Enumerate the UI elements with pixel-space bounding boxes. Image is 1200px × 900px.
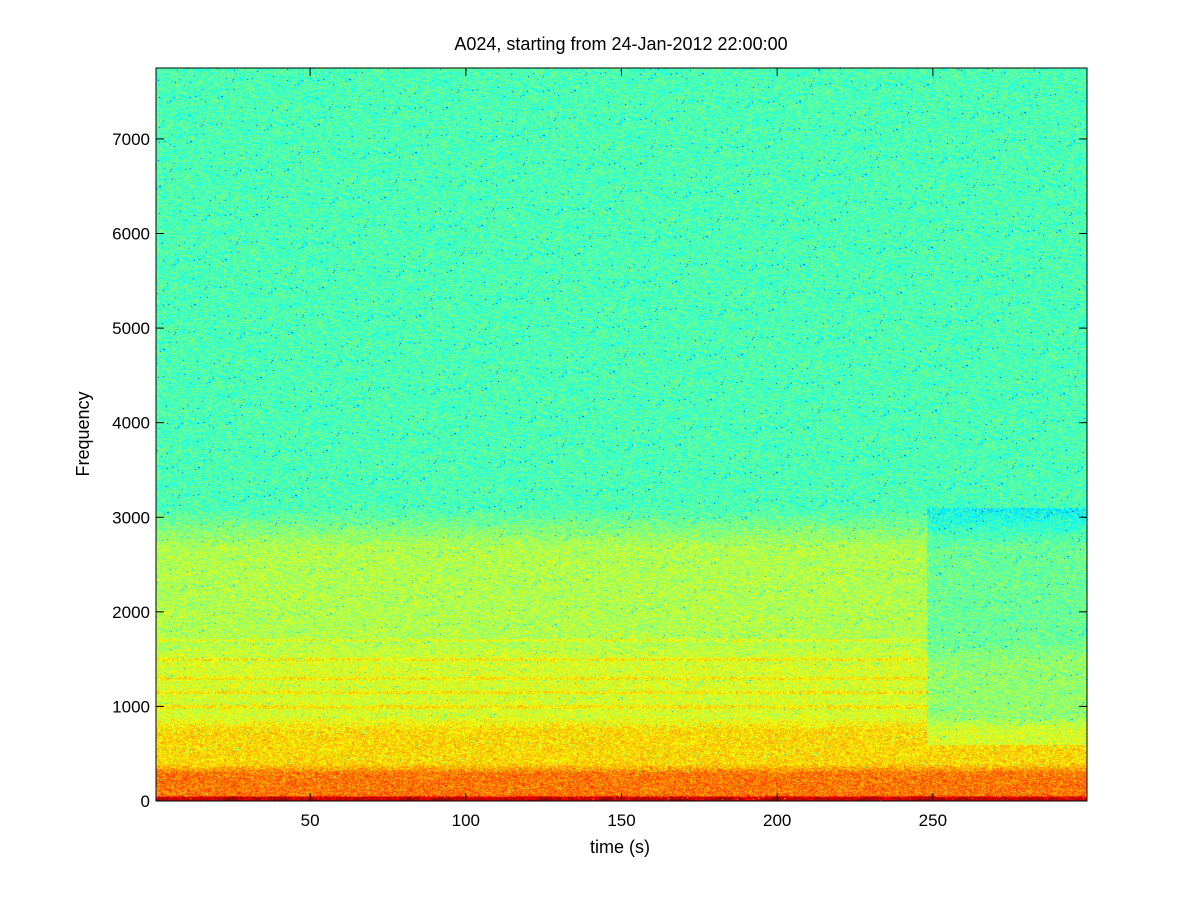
x-tick-label: 150	[607, 811, 635, 830]
y-tick-label: 7000	[112, 130, 150, 149]
y-axis-label: Frequency	[73, 391, 93, 476]
y-tick-label: 1000	[112, 697, 150, 716]
plot-frame	[155, 67, 1088, 802]
y-tick-label: 3000	[112, 508, 150, 527]
y-tick-label: 2000	[112, 603, 150, 622]
y-tick-label: 6000	[112, 225, 150, 244]
x-axis-label: time (s)	[590, 837, 650, 857]
y-tick-label: 4000	[112, 414, 150, 433]
x-tick-labels: 50 100 150 200 250	[301, 811, 947, 830]
chart-title: A024, starting from 24-Jan-2012 22:00:00	[454, 34, 787, 54]
x-tick-label: 50	[301, 811, 320, 830]
x-tick-label: 250	[919, 811, 947, 830]
y-tick-label: 5000	[112, 319, 150, 338]
x-tick-label: 100	[452, 811, 480, 830]
spectrogram-heatmap	[156, 68, 1087, 801]
y-tick-label: 0	[141, 792, 150, 811]
x-tick-label: 200	[763, 811, 791, 830]
y-tick-labels: 0 1000 2000 3000 4000 5000 6000 7000	[112, 130, 150, 811]
plot-area	[155, 67, 1088, 802]
